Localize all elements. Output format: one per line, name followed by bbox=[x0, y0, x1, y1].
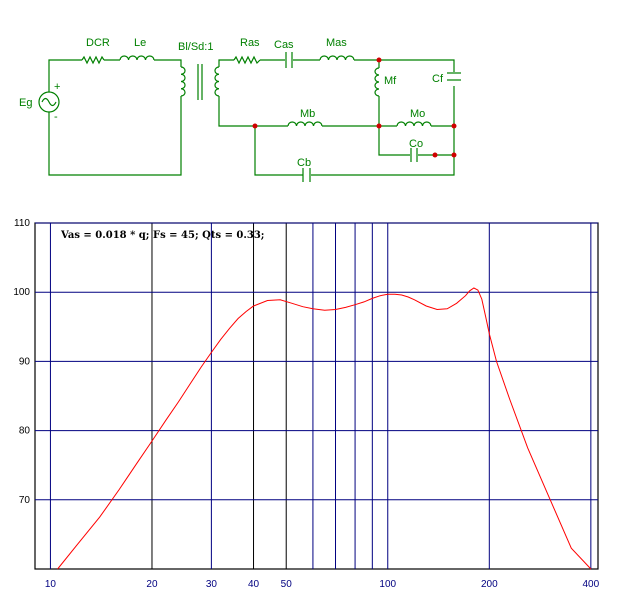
inductor-le bbox=[119, 55, 155, 61]
capacitor-co bbox=[410, 148, 418, 162]
inductor-mb bbox=[287, 121, 323, 127]
junction-node bbox=[376, 57, 382, 63]
resistor-ras bbox=[233, 55, 261, 65]
junction-node bbox=[432, 152, 438, 158]
label-minus: - bbox=[54, 111, 58, 123]
x-tick-labels: 10 20 30 40 50 100 200 400 bbox=[45, 579, 600, 590]
capacitor-cas bbox=[285, 52, 293, 68]
junction-node bbox=[451, 152, 457, 158]
capacitor-cf bbox=[447, 72, 461, 81]
x-tick-label: 30 bbox=[206, 579, 218, 590]
label-co: Co bbox=[409, 138, 423, 150]
label-ras: Ras bbox=[240, 37, 260, 49]
x-tick-label: 100 bbox=[379, 579, 396, 590]
junction-node bbox=[451, 123, 457, 129]
y-tick-label: 90 bbox=[19, 356, 31, 367]
x-tick-label: 20 bbox=[146, 579, 158, 590]
inductor-mf bbox=[374, 67, 380, 97]
horizontal-gridlines bbox=[35, 222, 598, 501]
inductor-mo bbox=[396, 121, 432, 127]
label-plus: + bbox=[54, 81, 60, 93]
x-tick-label: 10 bbox=[45, 579, 57, 590]
chart-annotation: Vas = 0.018 * q; Fs = 45; Qts = 0.33; bbox=[60, 230, 264, 241]
x-tick-label: 50 bbox=[281, 579, 293, 590]
wire-right-network bbox=[218, 59, 455, 176]
transformer-bl bbox=[180, 64, 220, 100]
wire-left-loop bbox=[48, 59, 182, 176]
x-tick-label: 200 bbox=[481, 579, 498, 590]
y-tick-label: 110 bbox=[14, 218, 30, 229]
response-curve bbox=[57, 287, 592, 570]
label-mas: Mas bbox=[326, 37, 347, 49]
source-eg bbox=[38, 91, 60, 113]
label-cb: Cb bbox=[297, 157, 311, 169]
label-dcr: DCR bbox=[86, 37, 110, 49]
y-tick-labels: 70 80 90 100 110 bbox=[13, 218, 30, 506]
y-tick-label: 70 bbox=[19, 495, 31, 506]
label-mf: Mf bbox=[384, 75, 397, 87]
label-cf: Cf bbox=[432, 73, 444, 85]
label-cas: Cas bbox=[274, 39, 294, 51]
x-tick-label: 400 bbox=[583, 579, 600, 590]
capacitor-cb bbox=[302, 168, 311, 182]
label-bl: Bl/Sd:1 bbox=[178, 41, 213, 53]
label-eg: Eg bbox=[19, 97, 32, 109]
label-le: Le bbox=[134, 37, 146, 49]
plot-area bbox=[34, 222, 599, 570]
junction-node bbox=[376, 123, 382, 129]
junction-node bbox=[252, 123, 258, 129]
frequency-response-chart: 10 20 30 40 50 100 200 400 70 80 90 100 110 Vas = 0… bbox=[13, 218, 600, 590]
resistor-dcr bbox=[81, 55, 105, 65]
label-mo: Mo bbox=[410, 108, 425, 120]
vertical-gridlines bbox=[49, 223, 592, 569]
y-tick-label: 80 bbox=[19, 426, 31, 437]
label-mb: Mb bbox=[300, 108, 315, 120]
circuit-schematic: Eg + - DCR Le Bl/Sd:1 Ras Cas Mas Mf Cf … bbox=[19, 37, 461, 182]
x-tick-label: 40 bbox=[248, 579, 260, 590]
y-tick-label: 100 bbox=[13, 287, 30, 298]
inductor-mas bbox=[319, 55, 355, 61]
